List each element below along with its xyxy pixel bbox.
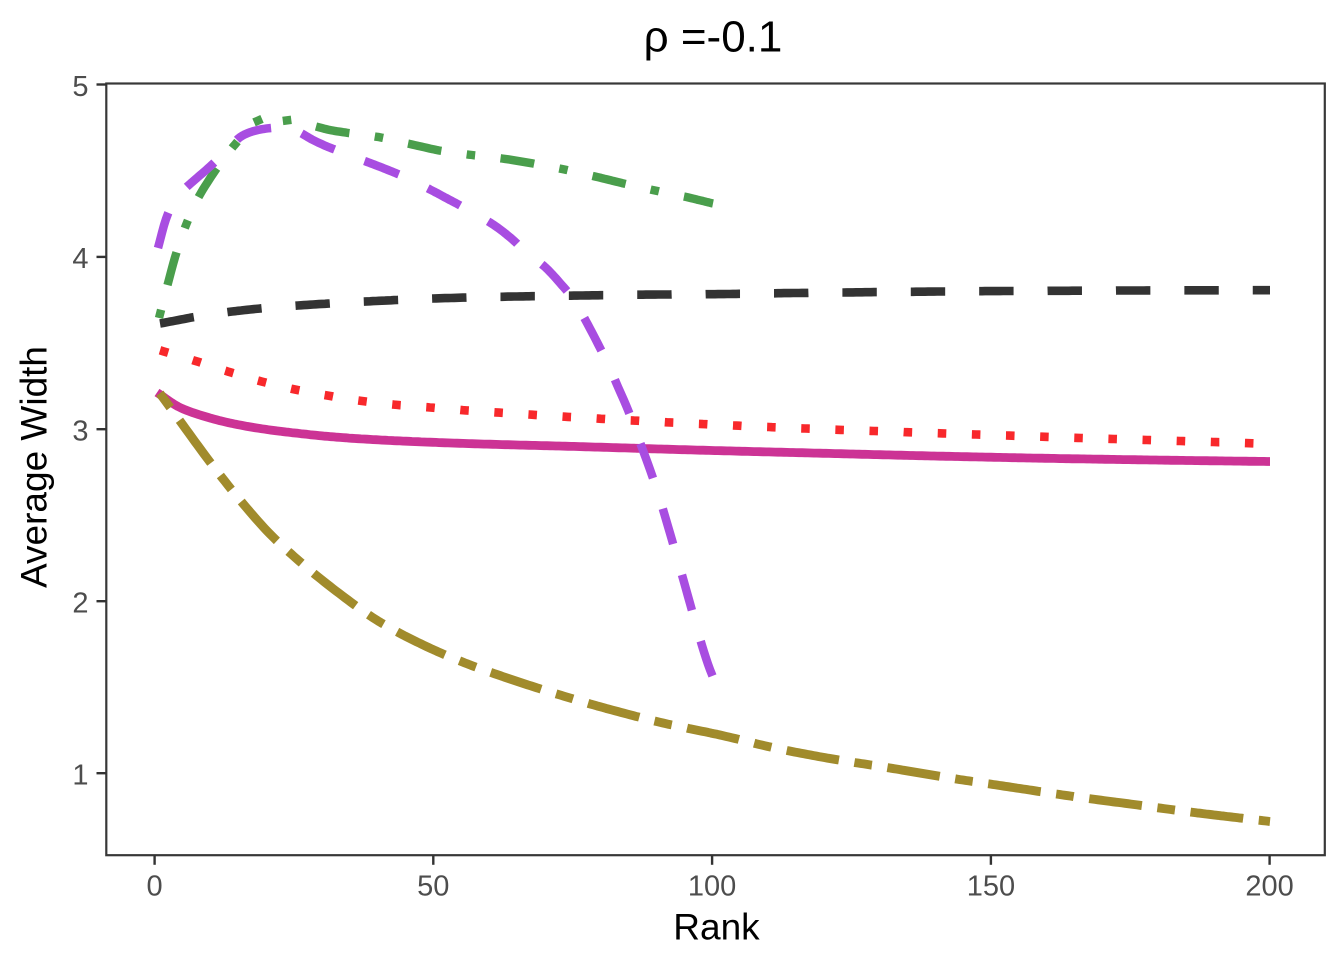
svg-text:2: 2 — [72, 588, 88, 620]
svg-text:50: 50 — [417, 871, 449, 903]
svg-text:0: 0 — [147, 871, 163, 903]
svg-text:4: 4 — [72, 243, 88, 275]
svg-text:ρ =-0.1: ρ =-0.1 — [644, 13, 783, 62]
svg-text:1: 1 — [72, 760, 88, 792]
svg-text:100: 100 — [688, 871, 736, 903]
svg-text:200: 200 — [1245, 871, 1293, 903]
svg-text:Average Width: Average Width — [14, 346, 55, 588]
svg-text:5: 5 — [72, 71, 88, 103]
svg-text:150: 150 — [967, 871, 1015, 903]
svg-text:Rank: Rank — [673, 907, 760, 948]
svg-text:3: 3 — [72, 416, 88, 448]
